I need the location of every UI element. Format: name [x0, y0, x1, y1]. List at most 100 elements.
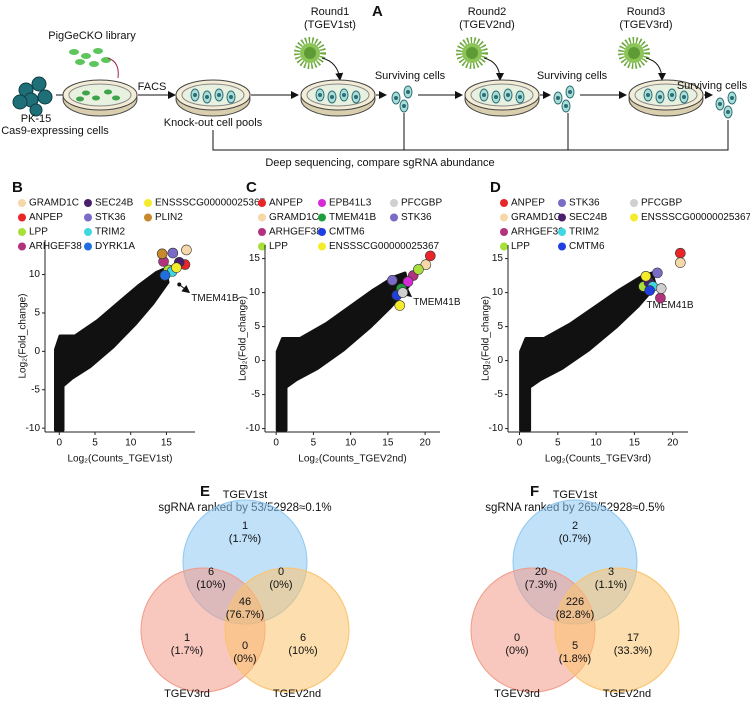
round-virus: (TGEV1st) — [304, 19, 356, 31]
annotation: TMEM41B — [191, 293, 239, 304]
x-tick-label: 20 — [420, 438, 432, 449]
legend-label: CMTM6 — [329, 227, 365, 238]
legend-marker — [500, 242, 508, 251]
library-particles — [69, 48, 111, 67]
annotation-arrow — [178, 284, 191, 294]
legend-label: ENSSSCG00000025367 — [641, 212, 750, 223]
legend-label: EPB41L3 — [329, 198, 372, 209]
legend-marker — [500, 199, 508, 207]
y-axis-label: Log₂(Fold_change) — [238, 296, 249, 381]
legend-marker — [558, 199, 566, 207]
legend-label: SEC24B — [95, 198, 134, 209]
panel-label: B — [12, 179, 23, 196]
legend-label: ENSSSCG00000025367 — [155, 198, 266, 209]
legend-marker — [630, 213, 638, 222]
y-tick-label: 0 — [497, 355, 503, 366]
panel-label: A — [372, 3, 383, 20]
point — [655, 283, 667, 294]
region-count: 46 — [239, 596, 251, 608]
scatter-panel: D ANPEP GRAMD1C ARHGEF38 LPP STK36 SEC24B TRIM2… — [481, 179, 750, 465]
legend-marker — [318, 213, 326, 222]
y-tick-label: -5 — [251, 389, 260, 400]
x-axis-label: Log₂(Counts_TGEV1st) — [67, 454, 172, 465]
region-share: (0.7%) — [559, 533, 591, 545]
round-name: Round3 — [627, 6, 666, 18]
x-tick-label: 0 — [273, 438, 279, 449]
panel-a: A PK-15 Cas9-expressing cells PigGeCKO l… — [1, 3, 747, 169]
point — [413, 264, 424, 275]
set-label: TGEV2nd — [273, 688, 321, 700]
point — [167, 247, 179, 259]
point — [652, 267, 663, 279]
point — [159, 270, 171, 281]
y-tick-label: 5 — [254, 321, 260, 332]
legend-label: STK36 — [569, 198, 600, 209]
region-share: (10%) — [196, 579, 225, 591]
legend-marker — [258, 213, 266, 222]
legend-marker — [558, 242, 566, 251]
legend-marker — [18, 213, 26, 222]
cell-line: PK-15 — [21, 113, 52, 125]
virus — [459, 40, 485, 66]
legend-marker — [84, 199, 92, 207]
region-count: 3 — [608, 566, 614, 578]
y-axis-label: Log₂(Fold_change) — [481, 296, 492, 381]
y-tick-label: 15 — [249, 253, 261, 264]
x-tick-label: 5 — [311, 438, 317, 449]
region-share: (1.7%) — [229, 533, 261, 545]
x-tick-label: 0 — [57, 438, 63, 449]
y-tick-label: 15 — [492, 253, 504, 264]
region-count: 6 — [208, 566, 214, 578]
round-virus: (TGEV3rd) — [619, 19, 672, 31]
region-count: 0 — [514, 632, 520, 644]
point — [397, 287, 409, 298]
y-tick-label: 5 — [497, 321, 503, 332]
round-name: Round2 — [468, 6, 507, 18]
legend-label: ANPEP — [269, 198, 303, 209]
surviving: Surviving cells — [677, 80, 748, 92]
legend-marker — [630, 199, 638, 207]
region-share: (7.3%) — [525, 579, 557, 591]
legend-marker — [18, 228, 26, 236]
region-count: 226 — [566, 596, 584, 608]
annotation: TMEM41B — [646, 300, 694, 311]
round-virus: (TGEV2nd) — [459, 19, 515, 31]
legend-label: ARHGEF38 — [269, 227, 322, 238]
legend-label: ARHGEF38 — [511, 227, 564, 238]
venn-set — [224, 567, 350, 693]
region-share: (1.7%) — [171, 645, 203, 657]
arrow — [321, 57, 344, 81]
bracket — [212, 113, 729, 151]
legend-label: STK36 — [401, 212, 432, 223]
facs: FACS — [138, 81, 167, 93]
x-tick-label: 10 — [345, 438, 357, 449]
region-count: 5 — [572, 640, 578, 652]
legend-label: GRAMD1C — [269, 212, 319, 223]
x-tick-label: 10 — [125, 438, 137, 449]
arrow — [645, 57, 666, 81]
legend-marker — [258, 228, 266, 236]
point — [420, 259, 432, 271]
y-tick-label: 10 — [249, 287, 261, 298]
set-label: TGEV3rd — [494, 688, 540, 700]
region-count: 1 — [242, 520, 248, 532]
surviving: Surviving cells — [537, 70, 608, 82]
region-count: 2 — [572, 520, 578, 532]
legend-label: TMEM41B — [329, 212, 377, 223]
panel-label: D — [490, 179, 501, 196]
virus — [621, 40, 647, 66]
annotation-arrow — [634, 290, 646, 300]
legend-label: PLIN2 — [155, 212, 183, 223]
point — [655, 292, 666, 304]
legend-label: LPP — [511, 241, 530, 252]
region-count: 1 — [184, 632, 190, 644]
legend-label: ANPEP — [511, 198, 545, 209]
legend-marker — [558, 228, 566, 236]
y-tick-label: -10 — [246, 423, 261, 434]
dish — [300, 79, 376, 117]
point — [171, 262, 182, 273]
y-tick-label: -10 — [489, 423, 504, 434]
legend-marker — [144, 213, 152, 222]
arrow — [483, 57, 504, 81]
